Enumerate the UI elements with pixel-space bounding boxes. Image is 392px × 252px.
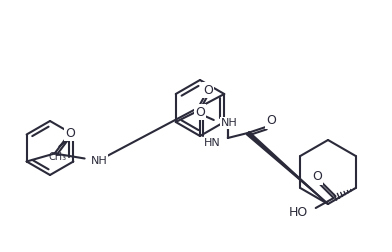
Text: HO: HO [289, 206, 308, 219]
Text: O: O [266, 114, 276, 128]
Text: CH₃: CH₃ [48, 151, 67, 162]
Text: O: O [203, 83, 213, 97]
Polygon shape [247, 132, 328, 204]
Text: O: O [66, 127, 76, 140]
Text: HN: HN [204, 138, 221, 148]
Text: NH: NH [221, 118, 238, 128]
Text: O: O [195, 106, 205, 118]
Text: NH: NH [91, 155, 107, 166]
Text: O: O [312, 171, 322, 183]
